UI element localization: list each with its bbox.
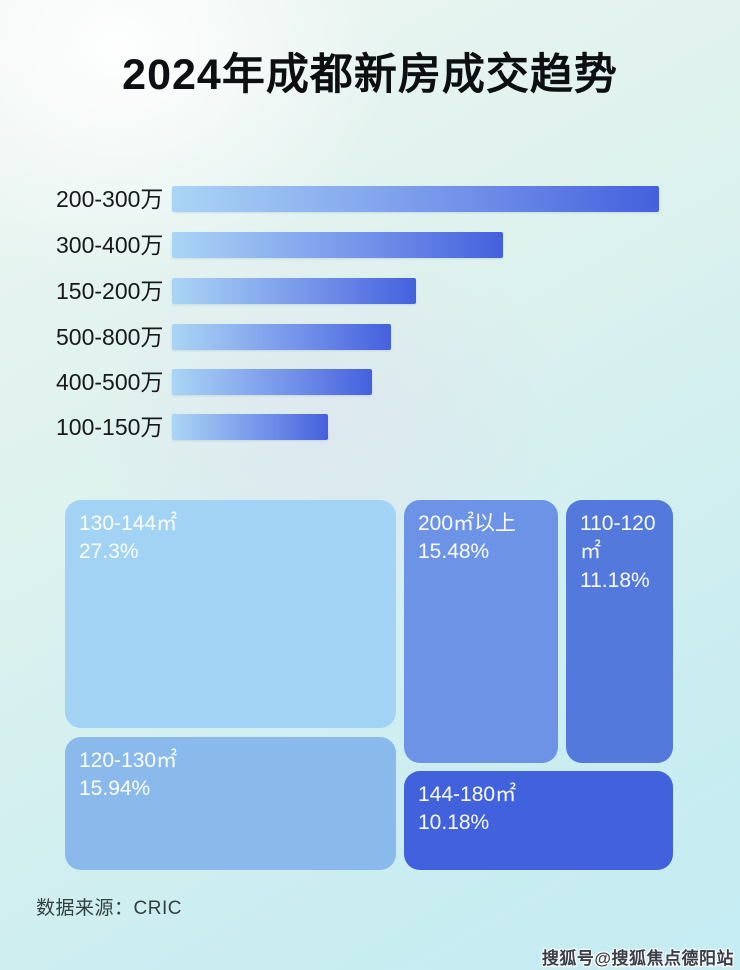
bar-row: 150-200万 (56, 278, 676, 304)
treemap-tile-110-120: 110-120㎡ 11.18% (566, 500, 673, 763)
bar-row: 400-500万 (56, 369, 676, 395)
treemap-tile-130-144: 130-144㎡ 27.3% (65, 500, 396, 728)
bar-fill (172, 369, 372, 395)
treemap-tile-200-plus: 200㎡以上 15.48% (404, 500, 558, 763)
tile-label: 130-144㎡ (79, 512, 178, 535)
bar-category-label: 100-150万 (56, 414, 164, 440)
bar-row: 200-300万 (56, 186, 676, 212)
bar-row: 100-150万 (56, 414, 676, 440)
bar-track (172, 324, 659, 350)
bar-category-label: 200-300万 (56, 186, 164, 212)
tile-value: 27.3% (79, 540, 139, 564)
bar-fill (172, 186, 659, 212)
tile-value: 15.94% (79, 777, 151, 801)
bar-category-label: 400-500万 (56, 369, 164, 395)
bar-track (172, 414, 659, 440)
bar-row: 500-800万 (56, 324, 676, 350)
tile-label: 144-180㎡ (418, 783, 517, 806)
tile-value: 10.18% (418, 811, 490, 835)
bar-fill (172, 414, 328, 440)
bar-category-label: 300-400万 (56, 232, 164, 258)
bar-track (172, 278, 659, 304)
bar-category-label: 150-200万 (56, 278, 164, 304)
area-treemap: 130-144㎡ 27.3% 200㎡以上 15.48% 110-120㎡ 11… (65, 500, 673, 870)
bar-track (172, 232, 659, 258)
bar-track (172, 186, 659, 212)
bar-fill (172, 324, 392, 350)
tile-label: 200㎡以上 (418, 512, 517, 535)
bar-track (172, 369, 659, 395)
tile-value: 15.48% (418, 540, 490, 564)
bar-row: 300-400万 (56, 232, 676, 258)
bar-fill (172, 278, 416, 304)
tile-value: 11.18% (580, 568, 650, 592)
page-title: 2024年成都新房成交趋势 (122, 51, 618, 99)
tile-label: 120-130㎡ (79, 749, 178, 772)
data-source-label: 数据来源：CRIC (36, 898, 182, 919)
bar-category-label: 500-800万 (56, 324, 164, 350)
bar-fill (172, 232, 504, 258)
treemap-tile-120-130: 120-130㎡ 15.94% (65, 737, 396, 870)
treemap-tile-144-180: 144-180㎡ 10.18% (404, 771, 673, 870)
watermark-label: 搜狐号@搜狐焦点德阳站 (541, 949, 734, 968)
tile-label: 110-120㎡ (580, 512, 656, 564)
